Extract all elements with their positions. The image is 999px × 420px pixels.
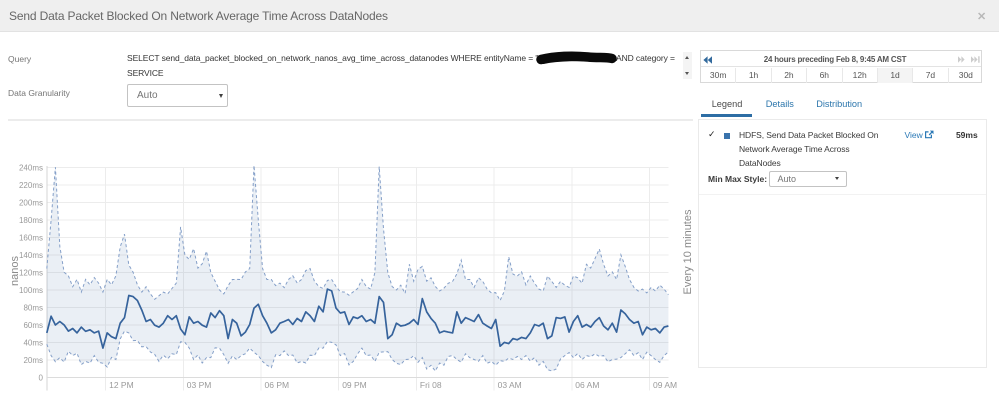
svg-text:06 AM: 06 AM bbox=[575, 380, 599, 390]
svg-text:120ms: 120ms bbox=[19, 269, 43, 278]
svg-text:220ms: 220ms bbox=[19, 181, 43, 190]
svg-text:20ms: 20ms bbox=[23, 356, 43, 365]
svg-text:140ms: 140ms bbox=[19, 251, 43, 260]
svg-text:Fri 08: Fri 08 bbox=[420, 380, 442, 390]
svg-text:80ms: 80ms bbox=[23, 304, 43, 313]
svg-text:Every 10 minutes: Every 10 minutes bbox=[682, 209, 694, 294]
svg-text:03 AM: 03 AM bbox=[498, 380, 522, 390]
svg-text:09 AM: 09 AM bbox=[653, 380, 677, 390]
svg-text:03 PM: 03 PM bbox=[187, 380, 212, 390]
svg-text:nanos: nanos bbox=[9, 256, 21, 286]
svg-text:160ms: 160ms bbox=[19, 234, 43, 243]
svg-text:40ms: 40ms bbox=[23, 339, 43, 348]
svg-text:60ms: 60ms bbox=[23, 321, 43, 330]
svg-text:0: 0 bbox=[39, 374, 44, 383]
svg-text:100ms: 100ms bbox=[19, 286, 43, 295]
svg-text:240ms: 240ms bbox=[19, 164, 43, 173]
svg-text:200ms: 200ms bbox=[19, 199, 43, 208]
svg-text:09 PM: 09 PM bbox=[342, 380, 367, 390]
svg-text:180ms: 180ms bbox=[19, 216, 43, 225]
svg-text:06 PM: 06 PM bbox=[265, 380, 290, 390]
svg-text:12 PM: 12 PM bbox=[109, 380, 134, 390]
